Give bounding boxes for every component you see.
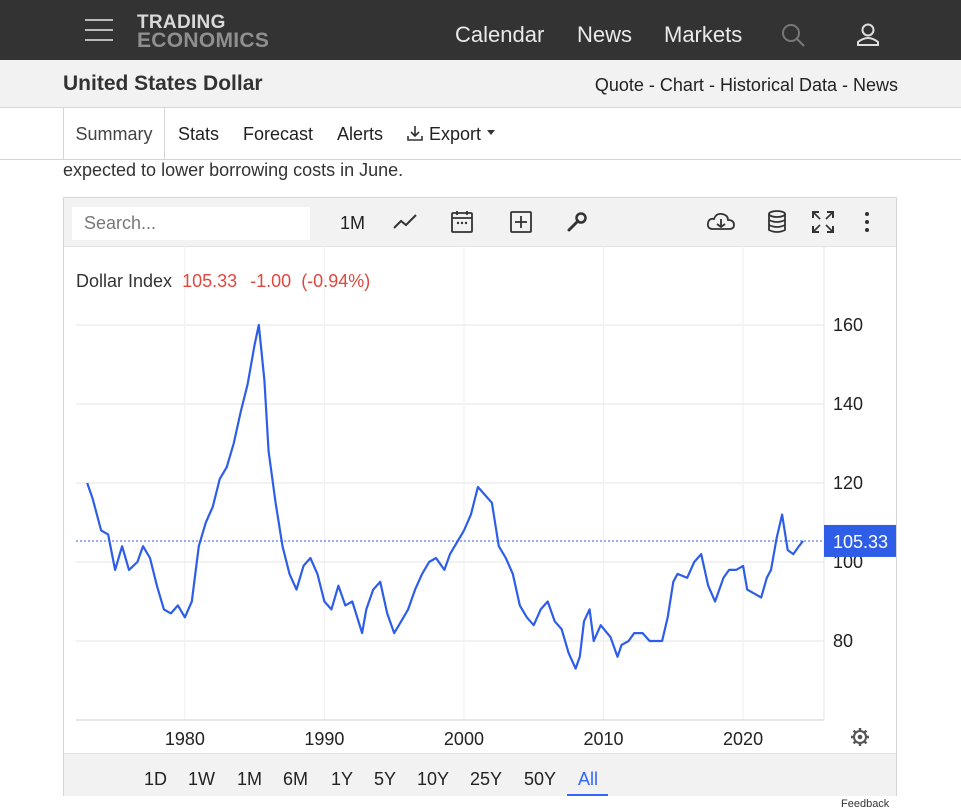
range-1m[interactable]: 1M [237,769,263,789]
more-vertical-icon[interactable] [854,209,880,235]
link-quote[interactable]: Quote [594,75,644,95]
x-tick-label: 2010 [583,729,623,749]
x-tick-label: 2020 [723,729,763,749]
tab-alerts[interactable]: Alerts [337,124,384,144]
summary-text: expected to lower borrowing costs in Jun… [63,160,404,180]
gridlines [76,246,825,721]
search-icon[interactable] [780,22,806,48]
link-separator: - [836,75,853,95]
chart-plot[interactable]: 80 100 120 140 160 1980 1990 2000 2010 2020 105.33… [64,246,896,753]
logo[interactable]: TRADING ECONOMICS [137,12,282,52]
active-range-indicator [567,794,608,796]
add-compare-icon[interactable] [508,209,534,235]
chart-search-input[interactable] [72,207,310,240]
menu-icon[interactable] [85,19,113,41]
range-50y[interactable]: 50Y [524,769,557,789]
tab-export[interactable]: Export [406,124,496,145]
legend-change-pct: (-0.94%) [301,271,370,291]
tab-summary[interactable]: Summary [63,108,165,159]
fullscreen-icon[interactable] [810,209,836,235]
interval-button[interactable]: 1M [340,213,366,233]
caret-down-icon [487,130,496,135]
range-all[interactable]: All [578,769,599,789]
calendar-icon[interactable] [449,209,475,235]
range-1y[interactable]: 1Y [331,769,354,789]
logo-line2: ECONOMICS [137,29,270,52]
subheader: United States Dollar Quote - Chart - His… [0,60,961,108]
range-selector: 1D 1W 1M 6M 1Y 5Y 10Y 25Y 50Y All [64,753,896,796]
logo-line1: TRADING [137,12,226,33]
top-nav: TRADING ECONOMICS Calendar News Markets [0,0,961,60]
link-separator: - [703,75,720,95]
page-title: United States Dollar [63,72,263,95]
chart-widget: 1M [63,197,897,796]
range-1w[interactable]: 1W [188,769,215,789]
link-chart[interactable]: Chart [659,75,704,95]
chart-legend: Dollar Index 105.33 -1.00 (-0.94%) [76,271,370,291]
range-6m[interactable]: 6M [283,769,309,789]
x-tick-label: 2000 [444,729,484,749]
download-icon [407,126,423,141]
sub-links: Quote - Chart - Historical Data - News [595,75,898,96]
link-historical-data[interactable]: Historical Data [719,75,837,95]
tab-forecast[interactable]: Forecast [243,124,314,144]
chart-toolbar: 1M [64,198,896,247]
line-chart-icon[interactable] [392,209,418,235]
x-tick-label: 1990 [304,729,344,749]
current-price-label: 105.33 [833,532,888,552]
axis-labels: 80 100 120 140 160 1980 1990 2000 2010 2020 105.33 [165,315,896,749]
user-icon[interactable] [855,22,881,48]
y-tick-label: 140 [833,394,863,414]
tab-bar: Summary Stats Forecast Alerts Export [0,108,961,160]
range-10y[interactable]: 10Y [417,769,450,789]
wrench-icon[interactable] [564,209,590,235]
legend-last-value: 105.33 [182,271,237,291]
nav-news[interactable]: News [577,22,633,47]
cloud-download-icon[interactable] [706,209,736,235]
range-25y[interactable]: 25Y [470,769,503,789]
range-1d[interactable]: 1D [144,769,168,789]
y-tick-label: 160 [833,315,863,335]
tab-stats[interactable]: Stats [178,124,220,144]
nav-markets[interactable]: Markets [664,22,743,47]
database-icon[interactable] [764,209,790,235]
export-label: Export [429,124,482,144]
nav-calendar[interactable]: Calendar [455,22,545,47]
y-tick-label: 100 [833,552,863,572]
link-news[interactable]: News [852,75,898,95]
series-layer [76,323,824,670]
feedback-link[interactable]: Feedback [841,798,890,810]
x-tick-label: 1980 [165,729,205,749]
current-price-badge [824,524,896,557]
series-line-dollar-index [86,323,804,670]
legend-change: -1.00 [250,271,291,291]
link-separator: - [643,75,660,95]
y-tick-label: 80 [833,631,853,651]
y-tick-label: 120 [833,473,863,493]
legend-series-name: Dollar Index [76,271,172,291]
settings-icon[interactable] [851,728,869,746]
range-5y[interactable]: 5Y [374,769,397,789]
